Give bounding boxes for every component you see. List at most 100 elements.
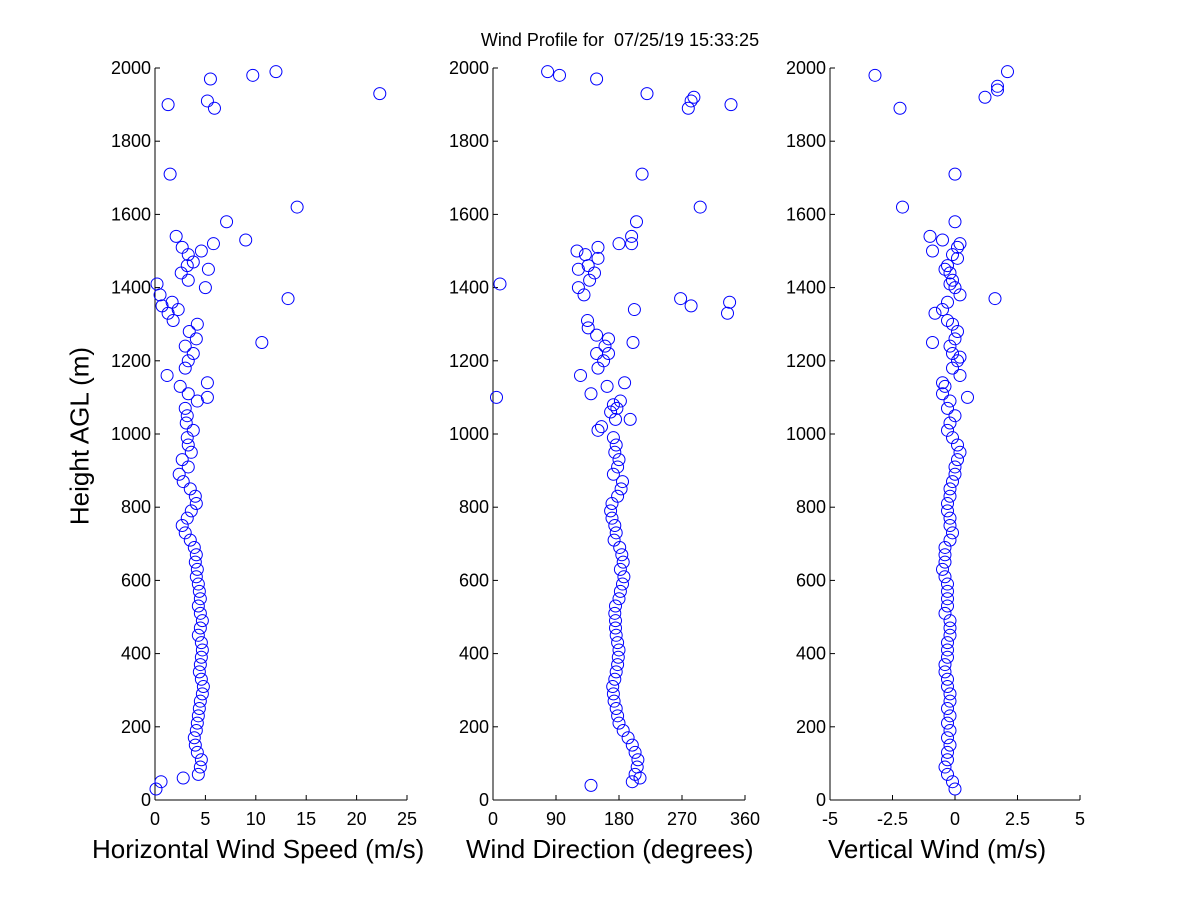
y-tick-label: 1800 [786, 131, 826, 151]
data-point [165, 295, 179, 309]
data-point [255, 336, 269, 349]
data-point [194, 244, 208, 258]
data-point [936, 376, 949, 390]
data-point [602, 332, 615, 346]
wind-direction-panel: 0 200 400 600 800 1000 1200 1400 1600 1800 2000 0 90… [449, 58, 760, 829]
data-point [943, 738, 957, 752]
data-point [220, 215, 234, 229]
data-point [941, 753, 954, 767]
data-point [189, 332, 203, 346]
data-point [605, 511, 619, 525]
data-point [616, 577, 629, 591]
data-point [943, 621, 957, 635]
data-point [187, 540, 201, 554]
data-point [611, 636, 625, 650]
data-point [591, 251, 605, 265]
data-point [610, 401, 624, 415]
data-point [154, 775, 168, 789]
data-point [192, 702, 206, 715]
data-point [941, 716, 954, 730]
data-point [953, 288, 967, 302]
data-point [941, 423, 954, 437]
data-point [609, 599, 622, 613]
data-point [178, 526, 192, 540]
data-point [943, 533, 957, 547]
data-point [178, 361, 192, 375]
data-point [607, 694, 621, 708]
data-point [943, 614, 957, 628]
data-point [609, 412, 622, 426]
data-point [991, 79, 1004, 93]
data-point [941, 592, 954, 606]
y-tick-label: 800 [796, 497, 826, 517]
data-point [948, 782, 962, 796]
data-point [938, 555, 952, 569]
data-point [178, 401, 192, 415]
x-tick-label: 20 [347, 809, 367, 829]
x-tick-label: 5 [1075, 809, 1085, 829]
data-point [681, 101, 695, 115]
data-point [183, 482, 197, 496]
x-axis-label-wind-direction: Wind Direction (degrees) [466, 834, 754, 864]
data-point [938, 540, 952, 554]
data-point [186, 255, 200, 269]
data-point [953, 350, 967, 364]
y-tick-label: 2000 [111, 58, 151, 78]
data-point [721, 306, 734, 320]
y-tick-label: 200 [796, 717, 826, 737]
data-point [941, 504, 954, 518]
data-point [943, 489, 957, 503]
data-point [941, 584, 954, 598]
data-point [581, 321, 595, 335]
data-point [191, 709, 205, 723]
data-point [169, 229, 183, 243]
data-point [606, 680, 620, 694]
data-point [571, 262, 585, 276]
data-point [941, 314, 954, 328]
y-tick-label: 1000 [111, 424, 151, 444]
data-point [192, 665, 206, 679]
data-point [943, 482, 957, 496]
data-point [180, 431, 194, 445]
y-tick-label: 600 [121, 570, 151, 590]
y-tick-label: 400 [459, 644, 489, 664]
data-point [188, 738, 202, 752]
data-point [606, 398, 620, 412]
data-point [951, 438, 964, 452]
data-point [175, 240, 189, 254]
data-point [192, 584, 206, 598]
data-point [201, 262, 215, 276]
data-point [626, 336, 640, 349]
data-point [943, 519, 957, 532]
data-point [618, 376, 632, 390]
x-tick-label: 0 [150, 809, 160, 829]
y-tick-label: 2000 [449, 58, 489, 78]
data-point [590, 346, 604, 360]
data-point [606, 687, 620, 701]
y-tick-label: 1000 [449, 424, 489, 444]
data-point [193, 592, 207, 606]
data-point [373, 87, 387, 101]
data-point [150, 277, 164, 291]
x-tick-label: 10 [246, 809, 266, 829]
data-point [149, 782, 163, 796]
data-point [943, 416, 957, 430]
data-point [936, 233, 949, 247]
data-point [155, 299, 169, 313]
data-point [246, 68, 260, 82]
data-point [724, 98, 738, 112]
data-point [153, 288, 167, 302]
x-tick-label: 360 [730, 809, 760, 829]
data-point [936, 303, 949, 317]
data-point [951, 354, 964, 368]
data-point [191, 628, 205, 642]
data-point [941, 643, 954, 657]
y-tick-label: 600 [796, 570, 826, 590]
data-point [175, 519, 189, 532]
data-point [943, 339, 957, 353]
y-tick-label: 0 [816, 790, 826, 810]
data-point [926, 336, 939, 349]
data-point [941, 497, 954, 511]
data-point [928, 306, 942, 320]
